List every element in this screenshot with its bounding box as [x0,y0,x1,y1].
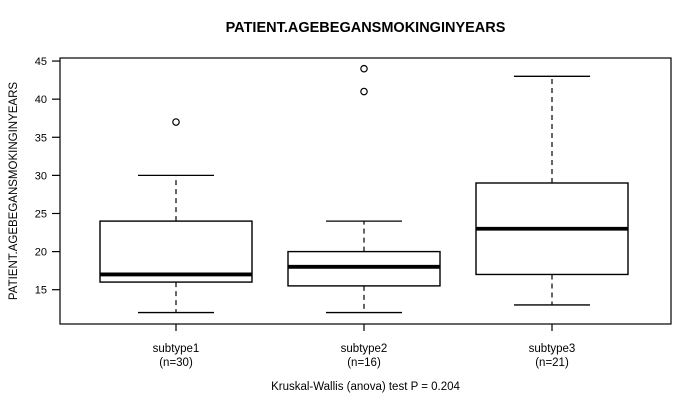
iqr-box [287,250,441,287]
plot-frame [59,57,672,325]
y-tick-label: 40 [35,94,47,106]
outlier-point [172,118,180,126]
y-tick-label: 45 [35,56,47,68]
outlier-point [360,87,368,96]
category-label: subtype2 [341,343,388,355]
y-tick-label: 15 [35,285,47,297]
category-count: (n=21) [535,357,569,369]
outlier-point [360,64,368,73]
category-label: subtype3 [529,343,576,355]
y-tick-label: 30 [35,170,47,182]
category-count: (n=16) [347,357,381,369]
category-count: (n=30) [159,357,193,369]
iqr-box [99,220,253,283]
chart-title: PATIENT.AGEBEGANSMOKINGINYEARS [225,20,506,36]
y-tick-label: 25 [35,208,47,220]
y-tick-label: 20 [35,247,47,259]
kruskal-wallis-caption: Kruskal-Wallis (anova) test P = 0.204 [271,381,460,393]
category-label: subtype1 [153,343,200,355]
y-tick-label: 35 [35,132,47,144]
